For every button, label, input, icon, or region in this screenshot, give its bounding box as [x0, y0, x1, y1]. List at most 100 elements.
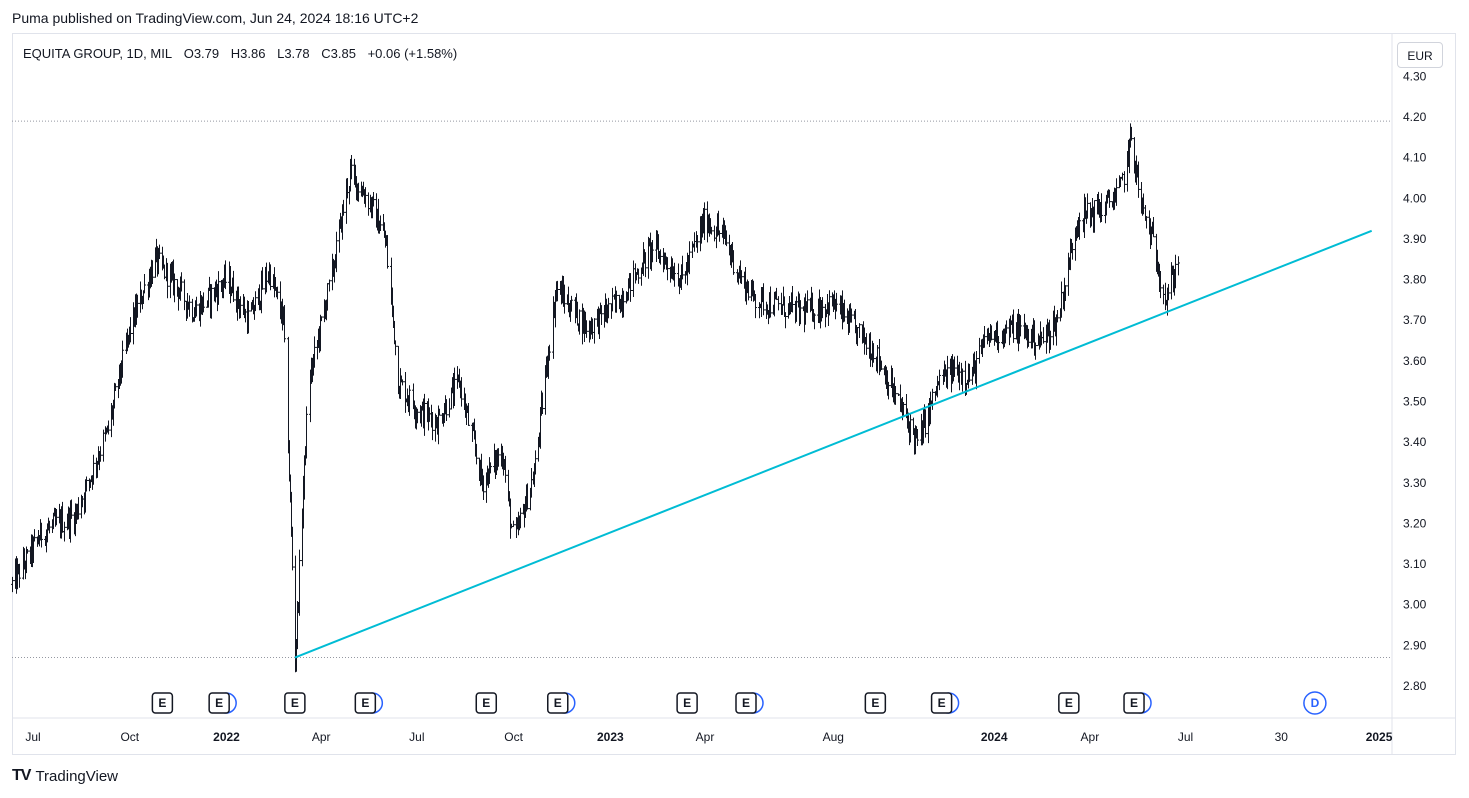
ohlc-bar	[482, 475, 485, 500]
ohlc-bar	[1115, 178, 1118, 206]
ohlc-bar	[931, 388, 934, 410]
ohlc-bar	[287, 336, 290, 454]
ohlc-bar	[526, 483, 529, 510]
earnings-icon	[284, 692, 306, 714]
ohlc-bar	[489, 462, 492, 474]
axis-lines	[12, 34, 1456, 754]
ohlc-bar	[894, 385, 897, 405]
ohlc-bar	[438, 408, 441, 416]
ohlc-bar	[1123, 171, 1126, 193]
ohlc-bar	[26, 548, 29, 554]
ohlc-bar	[1177, 256, 1180, 276]
ohlc-bar	[1108, 189, 1111, 208]
ohlc-bar	[688, 241, 691, 275]
ohlc-bar	[372, 191, 375, 207]
ohlc-bar	[1005, 320, 1008, 334]
ohlc-bar	[718, 230, 721, 242]
ohlc-bar	[713, 225, 716, 242]
tradingview-brand[interactable]: TV TradingView	[12, 767, 118, 785]
ohlc-bar	[460, 377, 463, 407]
ohlc-bar	[835, 292, 838, 312]
ohlc-bar	[909, 413, 912, 443]
symbol-name[interactable]: EQUITA GROUP, 1D, MIL	[23, 46, 173, 61]
ohlc-bar	[1049, 330, 1052, 350]
ohlc-bar	[320, 316, 323, 322]
ohlc-bar	[261, 267, 264, 290]
ohlc-bar	[254, 291, 257, 312]
earnings-icon	[735, 692, 757, 714]
ohlc-bar	[732, 250, 735, 275]
event-label: E	[482, 696, 490, 710]
price-tick-label: 4.30	[1403, 69, 1427, 83]
event-label: D	[1311, 696, 1320, 710]
ohlc-bar	[693, 232, 696, 252]
ohlc-bar	[143, 273, 146, 294]
ohlc-bar	[467, 402, 470, 426]
earnings-marker: E	[475, 692, 498, 714]
time-tick-label: Aug	[823, 730, 844, 744]
trendline-layer[interactable]	[294, 229, 1373, 659]
ohlc-bar	[453, 367, 456, 407]
time-tick-label: Jul	[1178, 730, 1193, 744]
high-label: H	[230, 46, 241, 61]
ohlc-bar	[953, 356, 956, 377]
time-tick-label: 30	[1275, 730, 1289, 744]
open-value: 3.79	[193, 46, 220, 61]
ohlc-bar	[357, 182, 360, 202]
ohlc-bar	[92, 454, 95, 485]
price-axis[interactable]: 2.80 2.90 3.00 3.10 3.20 3.30 3.40 3.50 3.60 3.70…	[1403, 69, 1427, 693]
price-tick-label: 3.60	[1403, 354, 1427, 368]
ohlc-bar	[681, 255, 684, 280]
ohlc-bar	[217, 271, 220, 305]
ohlc-bar	[283, 304, 286, 343]
time-tick-label: 2024	[981, 730, 1008, 744]
ohlc-bar	[769, 286, 772, 318]
ohlc-bar	[48, 520, 51, 534]
brand-name: TradingView	[35, 767, 118, 785]
ohlc-bar	[431, 411, 434, 441]
ohlc-bar	[1174, 254, 1177, 289]
ohlc-bar	[63, 521, 66, 542]
ohlc-bar	[978, 337, 981, 364]
ohlc-bar	[1078, 212, 1081, 240]
earnings-icon	[1058, 692, 1080, 714]
ohlc-bar	[475, 443, 478, 465]
ohlc-bar	[350, 154, 353, 180]
ohlc-bar	[519, 507, 522, 529]
event-label: E	[742, 696, 750, 710]
ohlc-bar	[1130, 126, 1133, 141]
ohlc-bar	[924, 409, 927, 438]
ohlc-bar	[1086, 193, 1089, 219]
currency-button[interactable]: EUR	[1397, 42, 1443, 68]
time-axis[interactable]: Jul Oct 2022 Apr Jul Oct 2023 Apr Aug 2024 Apr Jul 3…	[25, 730, 1392, 744]
trendline	[294, 229, 1373, 659]
ohlc-bar	[367, 192, 370, 216]
earnings-marker: E	[864, 692, 887, 714]
earnings-icon	[208, 692, 230, 714]
event-label: E	[683, 696, 691, 710]
ohlc-bar	[335, 231, 338, 273]
ohlc-bar	[1056, 309, 1059, 323]
event-label: E	[158, 696, 166, 710]
ohlc-bar	[725, 230, 728, 247]
price-tick-label: 4.20	[1403, 110, 1427, 124]
price-tick-label: 3.90	[1403, 232, 1427, 246]
time-tick-label: 2025	[1366, 730, 1393, 744]
ohlc-bar	[644, 252, 647, 278]
ohlc-bar	[305, 406, 308, 459]
ohlc-bar	[99, 446, 102, 462]
symbol-legend: EQUITA GROUP, 1D, MIL O3.79 H3.86 L3.78 …	[23, 46, 465, 61]
ohlc-bar	[1042, 327, 1045, 344]
ohlc-bar	[1159, 271, 1162, 299]
time-tick-label: Oct	[120, 730, 139, 744]
ohlc-bar	[445, 399, 448, 421]
ohlc-bar	[1064, 285, 1067, 302]
price-tick-label: 3.70	[1403, 313, 1427, 327]
ohlc-bar	[129, 317, 132, 343]
ohlc-bar	[328, 279, 331, 292]
price-tick-label: 3.30	[1403, 476, 1427, 490]
ohlc-bar	[946, 355, 949, 390]
ohlc-bar	[806, 290, 809, 313]
